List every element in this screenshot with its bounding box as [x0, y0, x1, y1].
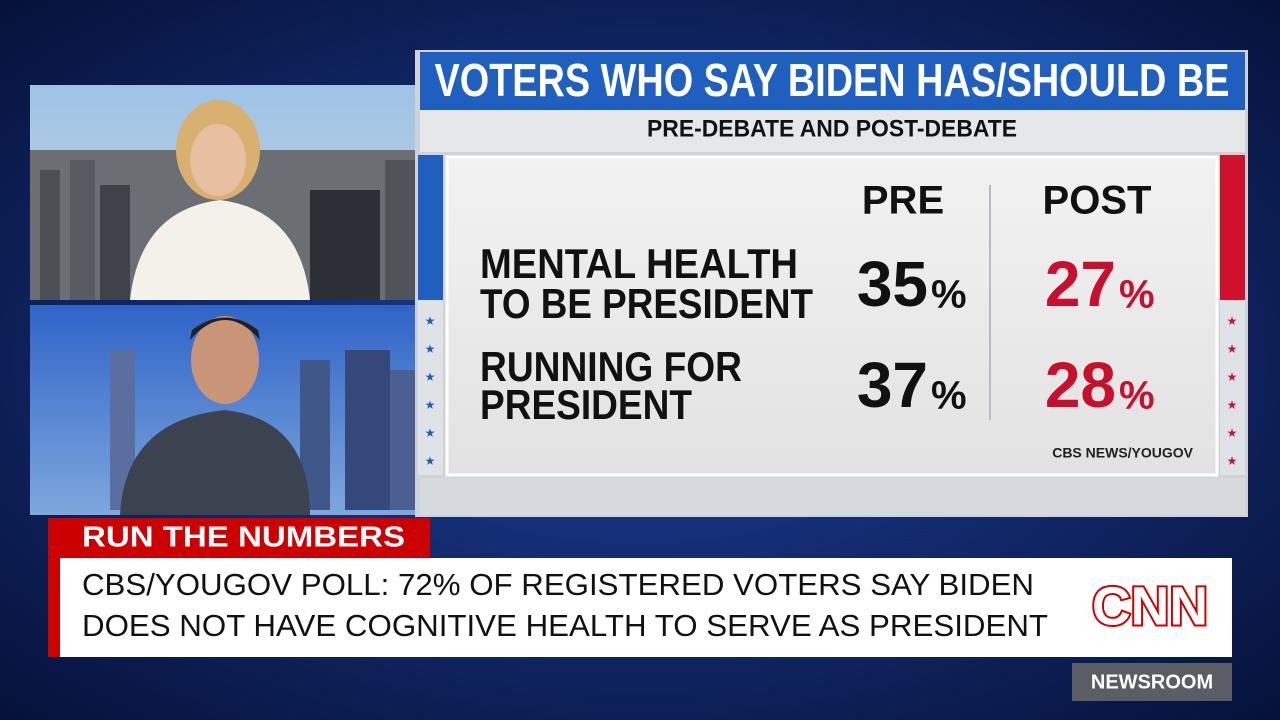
- lower-third: RUN THE NUMBERS CBS/YOUGOV POLL: 72% OF …: [48, 518, 1232, 701]
- svg-text:★: ★: [425, 454, 436, 468]
- video-feed-top: [30, 85, 415, 300]
- svg-text:★: ★: [425, 314, 436, 328]
- svg-text:★: ★: [1227, 342, 1238, 356]
- post-value: 28: [1045, 349, 1116, 421]
- stars-right: ★ ★ ★ ★ ★ ★: [1227, 314, 1238, 468]
- svg-text:★: ★: [425, 342, 436, 356]
- svg-text:★: ★: [1227, 398, 1238, 412]
- subtitle-bar: [420, 110, 1245, 152]
- pre-value: 37: [857, 349, 928, 421]
- graphic-title: VOTERS WHO SAY BIDEN HAS/SHOULD BE: [435, 54, 1230, 106]
- svg-text:★: ★: [425, 398, 436, 412]
- headline-line: DOES NOT HAVE COGNITIVE HEALTH TO SERVE …: [82, 608, 1048, 643]
- tag-edge: [48, 558, 60, 657]
- svg-text:★: ★: [1227, 454, 1238, 468]
- tag-bar: [48, 518, 430, 558]
- post-unit: %: [1119, 374, 1155, 418]
- row-label: TO BE PRESIDENT: [480, 280, 813, 327]
- tag-text: RUN THE NUMBERS: [82, 522, 405, 554]
- show-bar: [1072, 663, 1232, 701]
- red-strip: [1220, 155, 1245, 300]
- svg-text:★: ★: [1227, 314, 1238, 328]
- table-panel: [445, 155, 1219, 477]
- headline-box: [60, 558, 1232, 657]
- row-label: PRESIDENT: [480, 381, 692, 428]
- headline-line: CBS/YOUGOV POLL: 72% OF REGISTERED VOTER…: [82, 567, 1034, 602]
- post-unit: %: [1119, 273, 1155, 317]
- stars-left: ★ ★ ★ ★ ★ ★: [425, 314, 436, 468]
- pre-value: 35: [857, 248, 928, 320]
- row-label: RUNNING FOR: [480, 343, 742, 390]
- svg-text:★: ★: [1227, 426, 1238, 440]
- show-name: NEWSROOM: [1091, 671, 1213, 693]
- svg-text:★: ★: [425, 426, 436, 440]
- pre-unit: %: [931, 374, 967, 418]
- poll-graphic: VOTERS WHO SAY BIDEN HAS/SHOULD BE PRE-D…: [415, 50, 1248, 517]
- network-logo: CNN: [1092, 576, 1208, 636]
- star-strip: [1220, 300, 1245, 475]
- row-label: MENTAL HEALTH: [480, 240, 798, 287]
- graphic-subtitle: PRE-DEBATE AND POST-DEBATE: [647, 115, 1017, 142]
- video-feed-bottom: [30, 305, 415, 515]
- column-header: PRE: [862, 179, 944, 223]
- pre-unit: %: [931, 273, 967, 317]
- star-strip: [418, 300, 443, 475]
- post-value: 27: [1045, 248, 1116, 320]
- column-header: POST: [1043, 179, 1152, 223]
- blue-strip: [418, 155, 443, 300]
- graphic-base: [420, 478, 1245, 515]
- svg-text:★: ★: [1227, 370, 1238, 384]
- title-bar: [420, 52, 1245, 110]
- svg-text:★: ★: [425, 370, 436, 384]
- source: CBS NEWS/YOUGOV: [1052, 445, 1193, 461]
